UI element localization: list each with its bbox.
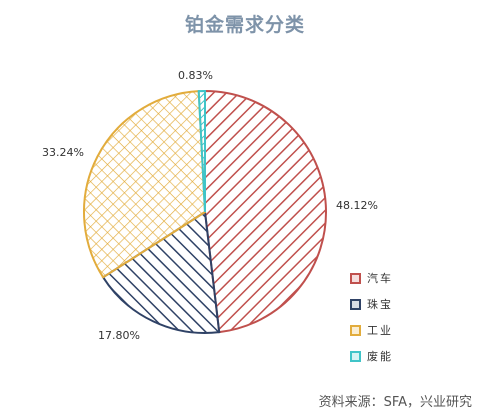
data-label: 48.12% (336, 199, 378, 212)
slice-jewelry (101, 210, 221, 334)
legend-item: 汽车 (350, 265, 393, 291)
data-label: 33.24% (42, 146, 84, 159)
data-label: 0.83% (178, 69, 213, 82)
legend-swatch (350, 350, 361, 362)
legend-swatch (350, 272, 361, 284)
source-note: 资料来源：SFA，兴业研究 (318, 395, 472, 410)
legend-item: 珠宝 (350, 291, 393, 317)
chart-title: 铂金需求分类 (184, 14, 305, 36)
legend-swatch (350, 298, 361, 310)
slice-auto (204, 89, 327, 334)
legend-label-auto: 汽车 (367, 272, 393, 285)
slice-waste (197, 89, 206, 213)
legend: 汽车 珠宝 工业 废能 (350, 265, 393, 369)
legend-swatch (350, 324, 361, 336)
legend-item: 废能 (350, 343, 393, 369)
legend-label-jewelry: 珠宝 (367, 298, 393, 311)
legend-label-waste: 废能 (367, 350, 393, 363)
legend-label-industry: 工业 (367, 324, 393, 337)
data-label: 17.80% (98, 329, 140, 342)
slice-industry (83, 90, 207, 279)
legend-item: 工业 (350, 317, 393, 343)
